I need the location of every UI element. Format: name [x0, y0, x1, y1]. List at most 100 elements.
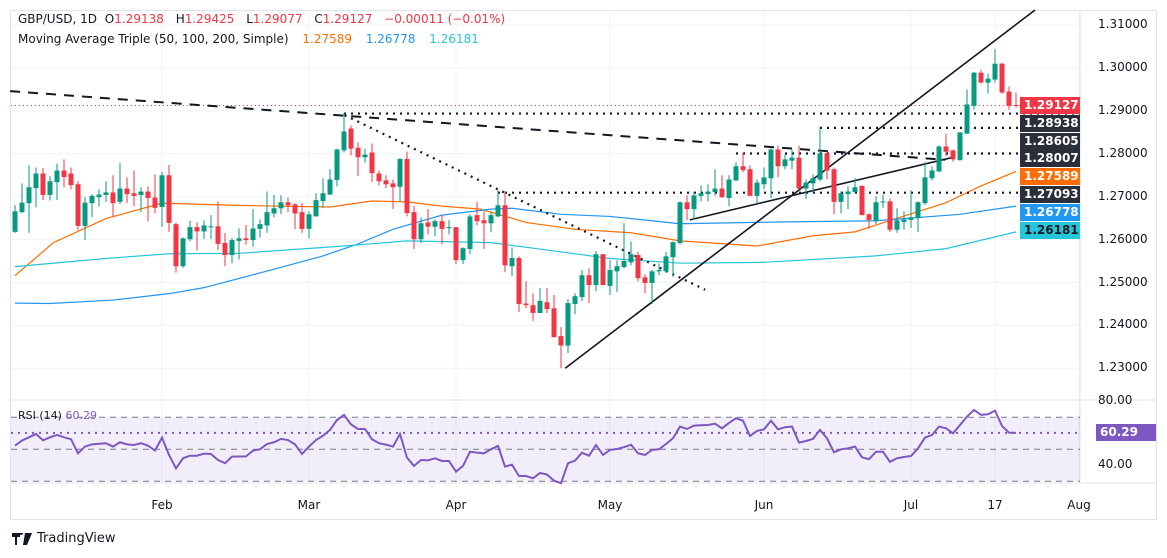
candle-up — [54, 170, 60, 183]
candle-down — [383, 180, 389, 185]
candle-up — [782, 159, 788, 167]
candle-up — [138, 191, 144, 195]
candle-up — [607, 270, 613, 286]
candle-up — [278, 202, 284, 209]
ma-indicator-label[interactable]: Moving Average Triple (50, 100, 200, Sim… — [18, 32, 289, 46]
price-tag: 1.26778 — [1020, 204, 1080, 221]
trendline-dotted — [344, 114, 706, 291]
candle-down — [796, 157, 802, 189]
candle-down — [558, 336, 564, 346]
candle-down — [243, 238, 249, 241]
candle-up — [936, 146, 942, 172]
candle-up — [82, 202, 88, 226]
candle-up — [334, 149, 340, 180]
candle-down — [831, 169, 837, 202]
ma-legend: Moving Average Triple (50, 100, 200, Sim… — [18, 32, 483, 46]
chart-frame — [10, 10, 1157, 520]
candle-down — [292, 204, 298, 214]
candle-up — [614, 266, 620, 272]
change-value: −0.00011 (−0.01%) — [384, 12, 506, 26]
rsi-line — [14, 408, 1017, 485]
candle-up — [957, 132, 963, 161]
candle-down — [747, 169, 753, 196]
candle-up — [327, 179, 333, 195]
rsi-axis-label: 40.00 — [1098, 457, 1133, 472]
candle-up — [180, 238, 186, 267]
candle-up — [964, 104, 970, 134]
candle-up — [663, 256, 669, 272]
candle-up — [362, 154, 368, 158]
candle-down — [775, 149, 781, 167]
candle-up — [621, 261, 627, 268]
candle-up — [341, 131, 347, 151]
time-axis-label: Aug — [1067, 498, 1091, 512]
trendline-dashed — [10, 90, 946, 161]
candle-down — [950, 150, 956, 160]
candle-down — [516, 258, 522, 304]
candle-up — [320, 193, 326, 201]
ma200-value: 1.26181 — [429, 32, 479, 46]
ma100-line — [14, 205, 1017, 305]
price-axis-label: 1.26000 — [1098, 231, 1148, 246]
candle-down — [285, 202, 291, 206]
candle-up — [509, 258, 515, 267]
candle-down — [152, 197, 158, 208]
symbol-label[interactable]: GBP/USD, 1D — [18, 12, 97, 26]
low-value: 1.29077 — [252, 12, 303, 26]
candle-down — [439, 221, 445, 229]
candle-down — [110, 192, 116, 204]
candle-down — [586, 275, 592, 286]
time-axis-label: Apr — [445, 498, 467, 512]
candle-down — [999, 63, 1005, 93]
price-axis-label: 1.23000 — [1098, 360, 1148, 375]
candle-up — [47, 181, 53, 195]
candle-down — [173, 224, 179, 267]
candle-down — [299, 212, 305, 229]
candle-up — [488, 215, 494, 224]
candle-up — [201, 225, 207, 232]
rsi-value: 60.29 — [65, 409, 97, 422]
candle-down — [502, 205, 508, 266]
candle-down — [600, 254, 606, 286]
candle-down — [75, 184, 81, 226]
candle-up — [789, 157, 795, 161]
low-label: L — [246, 12, 253, 26]
price-tag: 1.28938 — [1020, 115, 1080, 132]
candle-down — [481, 220, 487, 224]
candle-up — [264, 212, 270, 226]
tradingview-logo-icon — [12, 532, 32, 545]
rsi-label[interactable]: RSI (14) — [18, 409, 62, 422]
candle-down — [369, 152, 375, 174]
candle-up — [915, 202, 921, 219]
tradingview-logo[interactable]: TradingView — [12, 531, 116, 546]
candle-down — [943, 146, 949, 152]
candle-up — [810, 178, 816, 184]
ma200-line — [14, 231, 1017, 268]
candle-up — [677, 202, 683, 244]
ohlc-legend: GBP/USD, 1D O1.29138 H1.29425 L1.29077 C… — [18, 12, 509, 26]
candle-down — [642, 277, 648, 283]
candle-up — [432, 221, 438, 227]
open-value: 1.29138 — [114, 12, 164, 26]
candle-down — [390, 183, 396, 188]
candle-down — [978, 72, 984, 83]
candle-down — [859, 185, 865, 216]
candle-up — [922, 177, 928, 204]
candle-up — [985, 78, 991, 83]
candle-up — [705, 191, 711, 195]
candle-up — [803, 182, 809, 189]
ma50-value: 1.27589 — [302, 32, 352, 46]
candle-down — [131, 193, 137, 196]
price-axis-label: 1.27000 — [1098, 188, 1148, 203]
time-axis-label: Jun — [754, 498, 774, 512]
candle-up — [880, 201, 886, 203]
candle-down — [404, 158, 410, 214]
time-axis-label: Feb — [151, 498, 173, 512]
price-axis-label: 1.24000 — [1098, 317, 1148, 332]
candle-down — [453, 227, 459, 261]
candle-up — [26, 187, 32, 204]
close-label: C — [314, 12, 323, 26]
candle-up — [250, 228, 256, 241]
price-axis-label: 1.30000 — [1098, 60, 1148, 74]
